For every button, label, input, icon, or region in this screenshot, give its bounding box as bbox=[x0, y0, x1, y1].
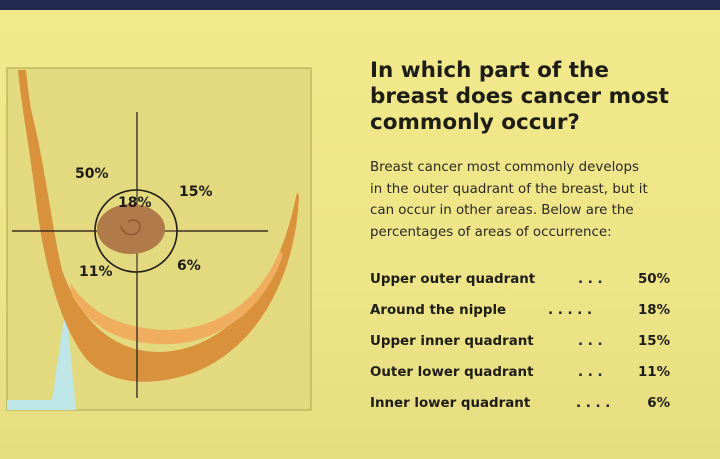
title-line-2: breast does cancer most bbox=[370, 84, 669, 109]
quadrant-label: Around the nipple bbox=[370, 303, 507, 318]
intro-line-2: in the outer quadrant of the breast, but… bbox=[370, 181, 648, 197]
quadrant-label: Upper inner quadrant bbox=[370, 334, 534, 349]
intro-line-1: Breast cancer most commonly develops bbox=[370, 160, 639, 175]
list-item: Outer lower quadrant . . . 11% bbox=[370, 365, 670, 396]
title-line-3: commonly occur? bbox=[370, 110, 580, 135]
leader-dots: . . . bbox=[578, 272, 603, 287]
leader-dots: . . . . bbox=[576, 396, 611, 411]
title-line-1: In which part of the bbox=[370, 58, 609, 83]
quadrant-label: Inner lower quadrant bbox=[370, 396, 531, 411]
quadrant-value: 50% bbox=[637, 272, 670, 287]
quadrant-label: Upper outer quadrant bbox=[370, 272, 536, 287]
quadrant-label: Outer lower quadrant bbox=[370, 365, 534, 380]
intro-line-3: can occur in other areas. Below are the bbox=[370, 203, 634, 218]
label-outer-lower: 11% bbox=[79, 264, 113, 280]
quadrant-value: 6% bbox=[647, 396, 670, 411]
leader-dots: . . . bbox=[578, 365, 603, 380]
armpit-shadow bbox=[7, 305, 76, 410]
nipple-center bbox=[120, 219, 141, 236]
nipple bbox=[97, 204, 165, 254]
label-upper-outer: 50% bbox=[75, 166, 109, 182]
leader-dots: . . . bbox=[578, 334, 603, 349]
list-item: Upper outer quadrant . . . 50% bbox=[370, 272, 670, 303]
top-border bbox=[0, 0, 720, 10]
label-nipple: 18% bbox=[118, 195, 152, 211]
list-item: Upper inner quadrant . . . 15% bbox=[370, 334, 670, 365]
intro-line-4: percentages of areas of occurrence: bbox=[370, 224, 612, 240]
quadrant-list: Upper outer quadrant . . . 50% Around th… bbox=[370, 272, 670, 427]
label-upper-inner: 15% bbox=[179, 184, 213, 200]
chest-curve bbox=[18, 70, 44, 200]
quadrant-value: 18% bbox=[637, 303, 670, 318]
page-title: In which part of the breast does cancer … bbox=[370, 58, 710, 136]
quadrant-value: 15% bbox=[637, 334, 670, 349]
quadrant-value: 11% bbox=[637, 365, 670, 380]
list-item: Inner lower quadrant . . . . 6% bbox=[370, 396, 670, 427]
leader-dots: . . . . . bbox=[548, 303, 593, 318]
intro-paragraph: Breast cancer most commonly develops in … bbox=[370, 157, 715, 243]
inner-band bbox=[70, 250, 283, 345]
label-inner-lower: 6% bbox=[177, 258, 201, 274]
list-item: Around the nipple . . . . . 18% bbox=[370, 303, 670, 334]
